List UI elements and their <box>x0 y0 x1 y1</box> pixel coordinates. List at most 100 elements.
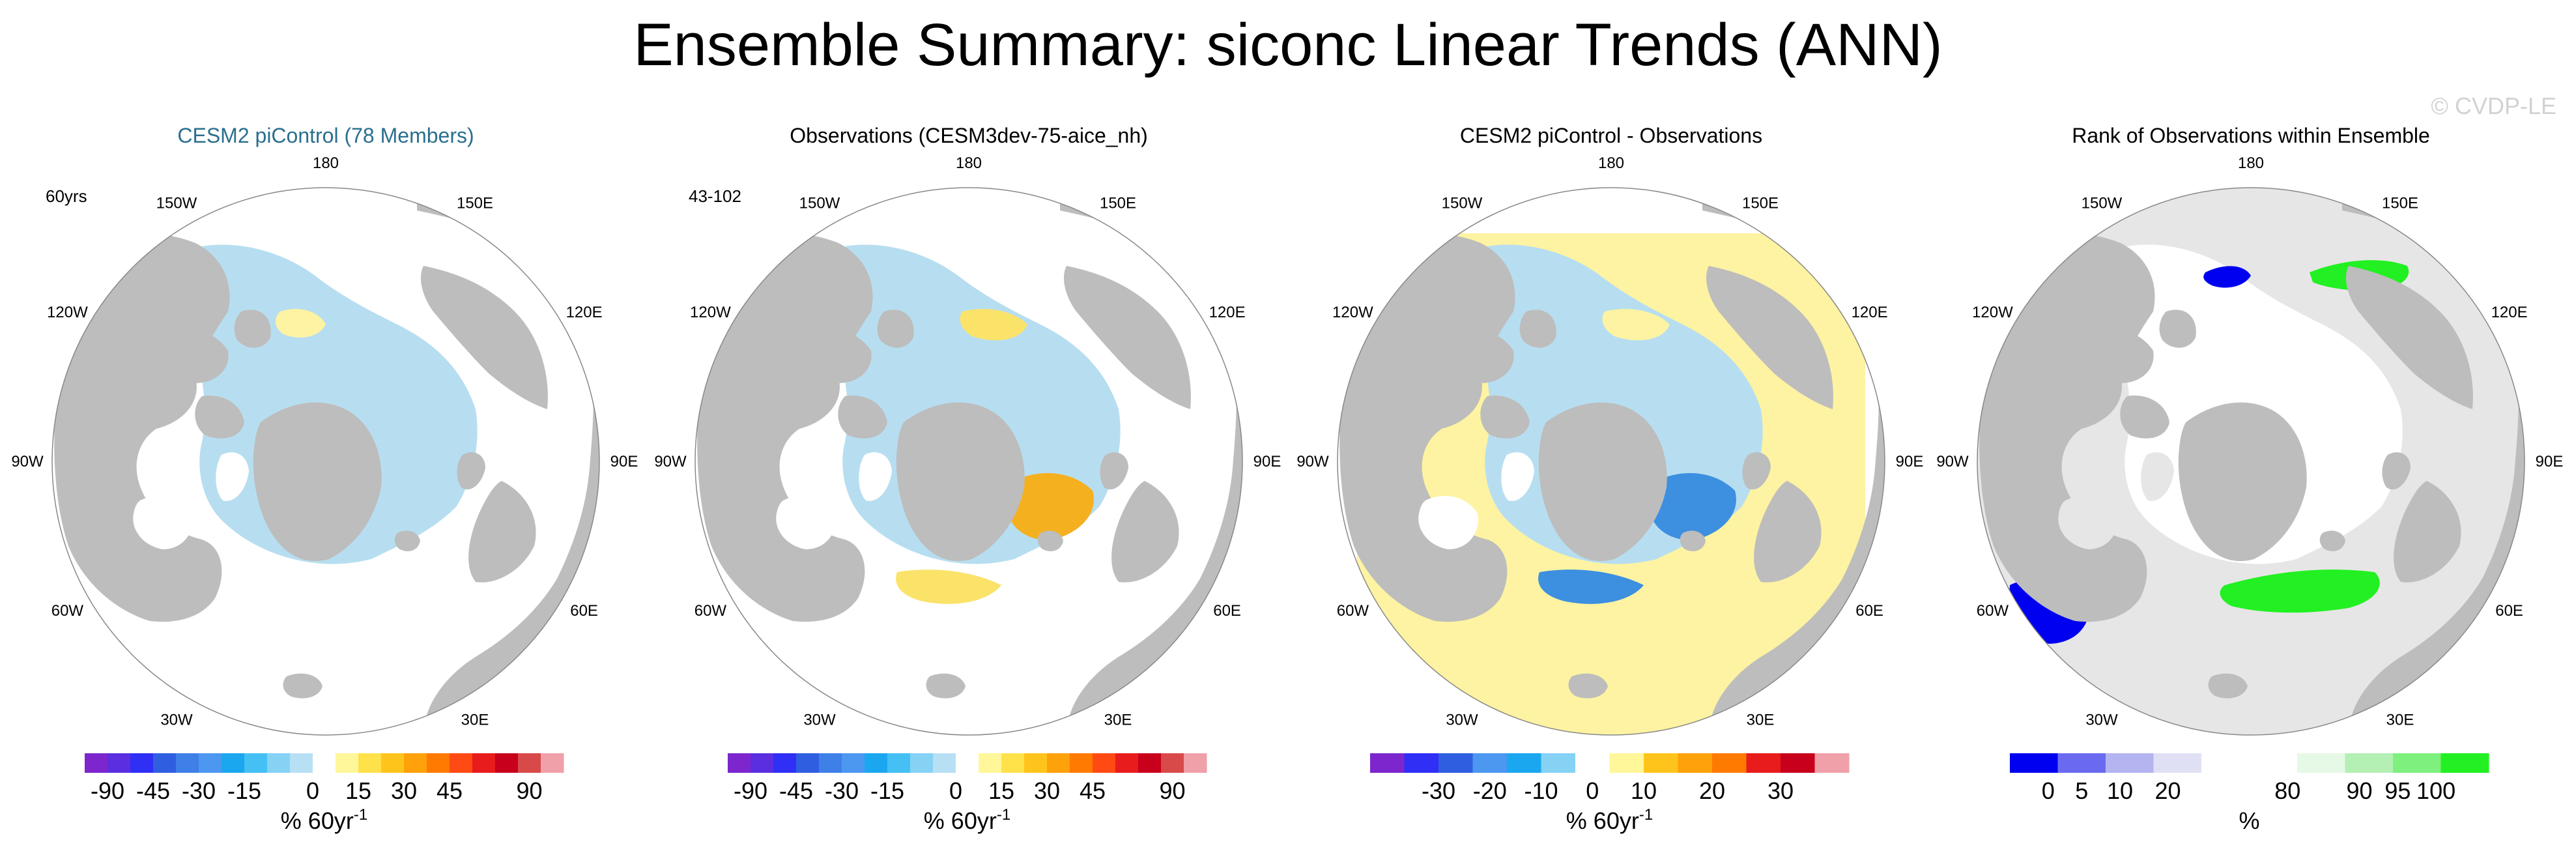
land-mass <box>468 481 536 583</box>
land-mass <box>2345 266 2473 409</box>
land-mass <box>167 328 229 383</box>
colorbar-swatch <box>1609 753 1644 773</box>
land-mass <box>2208 673 2248 699</box>
colorbar-swatch <box>427 753 450 773</box>
colorbar-swatch <box>130 753 154 773</box>
colorbar: -90 -45 -30 -15 0 15 30 45 90 % 60yr-1 <box>85 753 564 834</box>
land-mass <box>2382 452 2411 490</box>
rank-high <box>2220 570 2380 613</box>
colorbar-swatch <box>933 753 956 773</box>
colorbar-swatch <box>1575 753 1610 773</box>
longitude-label: 90W <box>1936 453 1969 470</box>
colorbar-swatch <box>1814 753 1850 773</box>
longitude-label: 180 <box>1598 154 1624 172</box>
longitude-label: 180 <box>956 154 982 172</box>
land-mass <box>1037 530 1063 551</box>
panel-ensemble-mean: CESM2 piControl (78 Members) 60yrs 180 15… <box>7 116 645 846</box>
colorbar-swatch <box>404 753 427 773</box>
longitude-label: 60E <box>570 602 598 620</box>
colorbar-swatch <box>751 753 774 773</box>
watermark: © CVDP-LE <box>2431 93 2556 119</box>
colorbar-tick-label: 20 <box>1699 777 1725 804</box>
colorbar-tick-label: 0 <box>306 777 319 804</box>
colorbar-tick-label: -15 <box>870 777 904 804</box>
panel-title: Rank of Observations within Ensemble <box>2072 124 2430 147</box>
longitude-label: 60E <box>1855 602 1883 620</box>
land-mass <box>2120 396 2169 439</box>
colorbar-tick-label: 0 <box>1586 777 1599 804</box>
colorbar-tick-label: -30 <box>1422 777 1455 804</box>
longitude-label: 150E <box>457 194 493 212</box>
colorbar-swatch <box>1404 753 1439 773</box>
longitude-label: 150E <box>1100 194 1136 212</box>
land-mass <box>1568 673 1608 699</box>
polar-map: 180150E120E90E60E30E030W60W90W120W150W <box>1936 154 2563 769</box>
land-mass <box>1063 266 1191 409</box>
longitude-label: 90E <box>1896 453 1924 470</box>
colorbar-swatch <box>1644 753 1678 773</box>
colorbar-tick-label: 90 <box>516 777 542 804</box>
colorbar: 0 5 10 20 80 90 95 100% <box>2010 753 2489 834</box>
longitude-label: 30W <box>160 712 193 729</box>
colorbar-swatch <box>2297 753 2345 773</box>
colorbar-tick-label: 90 <box>1159 777 1185 804</box>
colorbar-swatch <box>85 753 108 773</box>
colorbar-swatch <box>1184 753 1207 773</box>
panel-title: CESM2 piControl - Observations <box>1459 124 1763 147</box>
colorbar-tick-label: 95 <box>2384 777 2411 804</box>
colorbar-swatch <box>107 753 131 773</box>
longitude-label: 120E <box>1209 304 1246 321</box>
colorbar-tick-label: -45 <box>779 777 813 804</box>
colorbar-swatch <box>222 753 245 773</box>
longitude-label: 120W <box>1972 304 2013 321</box>
panel-rank: Rank of Observations within Ensemble 180… <box>1932 116 2570 846</box>
longitude-label: 30W <box>2085 712 2118 729</box>
colorbar-tick-label: -30 <box>182 777 216 804</box>
colorbar-swatch <box>358 753 382 773</box>
colorbar-tick-label: 5 <box>2075 777 2088 804</box>
map-border <box>694 187 1243 736</box>
longitude-label: 30W <box>1446 712 1478 729</box>
colorbar-swatch <box>381 753 405 773</box>
colorbar-tick-label: 30 <box>391 777 417 804</box>
longitude-label: 60W <box>1977 602 2009 620</box>
longitude-label: 30E <box>1104 712 1132 729</box>
panel-title: CESM2 piControl (78 Members) <box>177 124 474 147</box>
panel-observations: Observations (CESM3dev-75-aice_nh) 43-10… <box>650 116 1288 846</box>
colorbar-swatch <box>728 753 751 773</box>
map-border <box>51 187 600 736</box>
longitude-label: 150W <box>1442 194 1483 212</box>
colorbar-swatch <box>1781 753 1815 773</box>
panel-difference: CESM2 piControl - Observations 180 150E 12… <box>1292 116 1930 846</box>
colorbar-swatch <box>1541 753 1576 773</box>
colorbar-swatch <box>153 753 177 773</box>
colorbar-tick-label: 10 <box>1631 777 1657 804</box>
longitude-label: 120W <box>690 304 731 321</box>
longitude-label: 120E <box>2491 304 2528 321</box>
period-label: 60yrs <box>46 186 87 206</box>
land-mass <box>1706 266 1833 409</box>
colorbar-units: % <box>2239 807 2259 834</box>
colorbar-tick-label: -30 <box>825 777 859 804</box>
land-mass <box>2319 530 2345 551</box>
land-mass <box>2093 328 2154 383</box>
land-mass <box>2159 310 2196 348</box>
panel-title: Observations (CESM3dev-75-aice_nh) <box>790 124 1148 147</box>
land-mass <box>810 328 872 383</box>
colorbar-swatch <box>819 753 842 773</box>
longitude-label: 30E <box>1747 712 1775 729</box>
colorbar-swatch <box>1093 753 1116 773</box>
colorbar-swatch <box>1746 753 1781 773</box>
colorbar-swatch <box>199 753 222 773</box>
colorbar-swatch <box>495 753 519 773</box>
longitude-label: 90E <box>1253 453 1281 470</box>
colorbar-swatch <box>1070 753 1093 773</box>
land-mass <box>394 530 420 551</box>
colorbar-swatch <box>796 753 820 773</box>
colorbar-swatch <box>2393 753 2441 773</box>
colorbar-tick-label: 15 <box>988 777 1014 804</box>
colorbar: -30 -20 -10 0 10 20 30 % 60yr-1 <box>1370 753 1850 834</box>
colorbar-units-exponent: -1 <box>997 806 1010 824</box>
longitude-label: 150E <box>1742 194 1779 212</box>
colorbar-tick-label: 30 <box>1767 777 1794 804</box>
